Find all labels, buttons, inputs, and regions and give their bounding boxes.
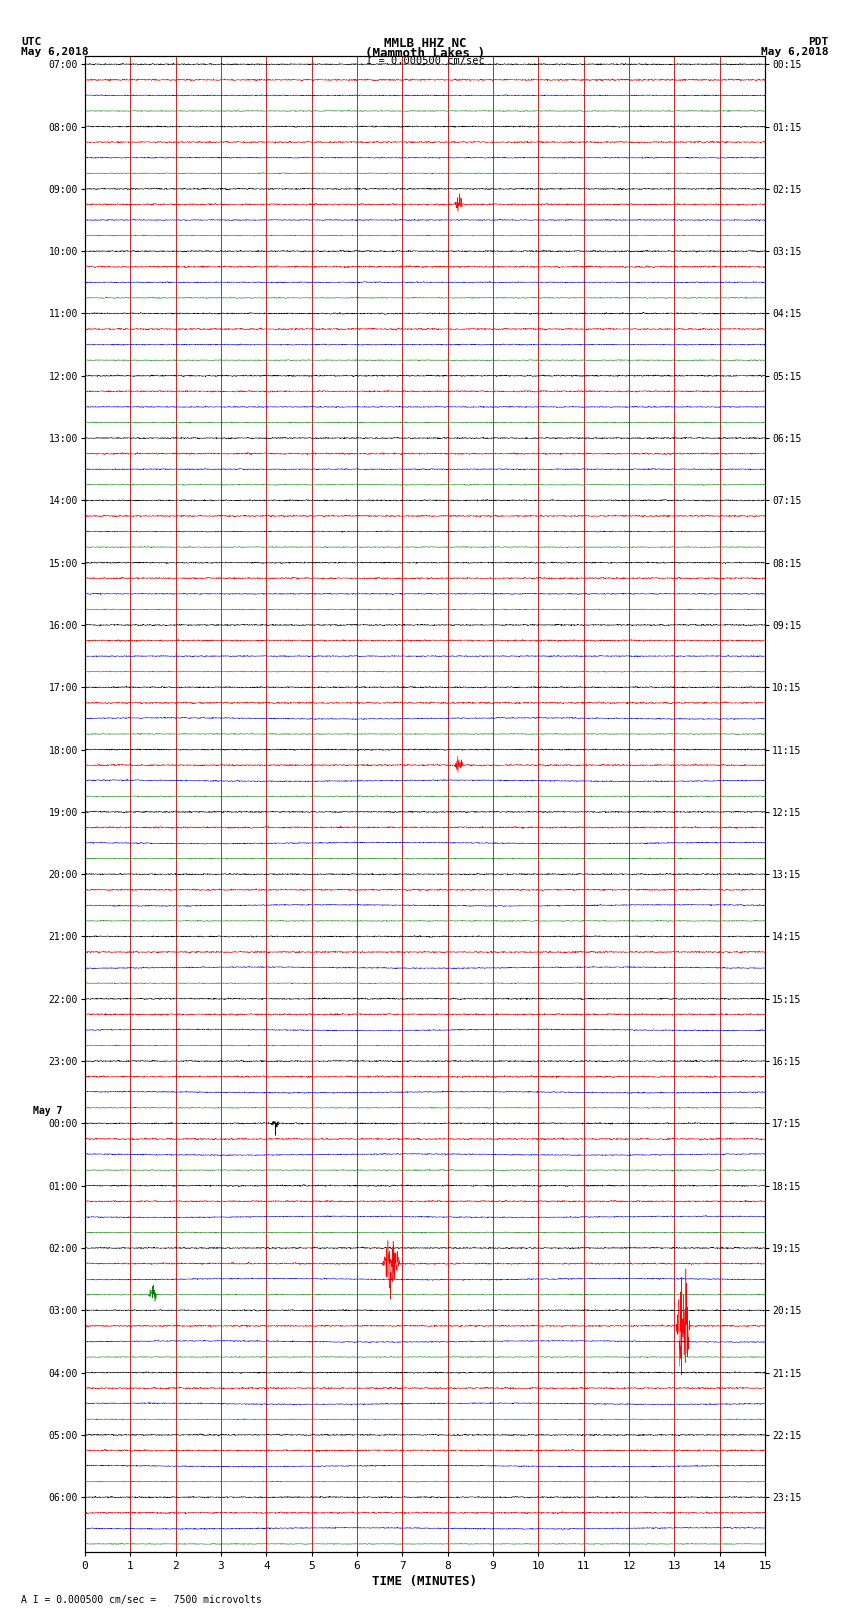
Text: A I = 0.000500 cm/sec =   7500 microvolts: A I = 0.000500 cm/sec = 7500 microvolts [21,1595,262,1605]
Text: I = 0.000500 cm/sec: I = 0.000500 cm/sec [366,56,484,66]
Text: PDT: PDT [808,37,829,47]
Text: May 6,2018: May 6,2018 [762,47,829,56]
Text: MMLB HHZ NC: MMLB HHZ NC [383,37,467,50]
X-axis label: TIME (MINUTES): TIME (MINUTES) [372,1574,478,1587]
Text: May 6,2018: May 6,2018 [21,47,88,56]
Text: UTC: UTC [21,37,42,47]
Text: (Mammoth Lakes ): (Mammoth Lakes ) [365,47,485,60]
Text: May 7: May 7 [33,1105,62,1116]
